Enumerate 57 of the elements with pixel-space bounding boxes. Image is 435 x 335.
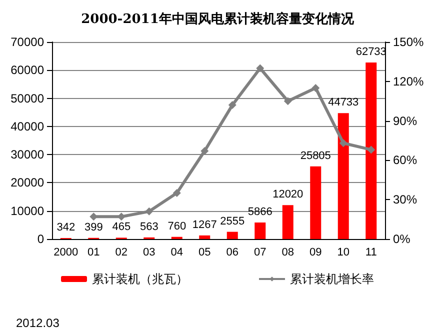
x-tick-label: 02 xyxy=(115,246,128,258)
x-tick-label: 05 xyxy=(198,246,211,258)
y2-tick-label: 30% xyxy=(393,192,418,207)
point xyxy=(312,84,320,92)
x-tick-label: 08 xyxy=(282,246,294,258)
y2-tick-label: 90% xyxy=(393,114,418,128)
y2-tick-label: 60% xyxy=(393,153,418,168)
data-label: 760 xyxy=(168,220,186,232)
data-label: 465 xyxy=(112,221,131,234)
y-tick-label: 70000 xyxy=(10,35,44,49)
x-tick-label: 10 xyxy=(337,246,350,258)
x-tick-label: 11 xyxy=(365,246,377,258)
bar xyxy=(199,235,210,239)
bar xyxy=(338,113,349,239)
y-tick-label: 50000 xyxy=(10,91,44,106)
legend-label: 累计装机增长率 xyxy=(290,272,374,286)
point xyxy=(228,101,236,110)
y2-tick-label: 0% xyxy=(393,232,411,246)
y-tick-label: 20000 xyxy=(10,176,44,190)
bar xyxy=(254,222,266,239)
data-label: 62733 xyxy=(356,46,386,58)
data-label: 399 xyxy=(84,221,103,234)
data-label: 2555 xyxy=(220,215,245,228)
data-label: 5866 xyxy=(248,206,272,218)
x-tick-label: 01 xyxy=(88,246,100,258)
x-tick-label: 03 xyxy=(143,246,156,258)
data-label: 342 xyxy=(56,222,76,234)
bar xyxy=(226,232,238,239)
chart-title: 2000-2011年中国风电累计装机容量变化情况 xyxy=(81,11,355,27)
x-tick-label: 2000 xyxy=(54,246,78,258)
x-tick-label: 04 xyxy=(170,246,183,258)
point xyxy=(256,64,264,72)
text: 2012.03 xyxy=(16,316,60,330)
data-label: 12020 xyxy=(272,188,304,201)
bar xyxy=(310,166,322,239)
x-tick-label: 09 xyxy=(310,246,322,258)
point xyxy=(367,146,376,154)
x-tick-label: 07 xyxy=(254,246,266,258)
y2-tick-label: 150% xyxy=(393,35,424,49)
y-tick-label: 10000 xyxy=(10,204,44,218)
bar xyxy=(282,205,294,239)
point xyxy=(172,189,181,198)
data-label: 25805 xyxy=(300,150,331,162)
point xyxy=(145,207,154,216)
bar xyxy=(366,62,377,239)
data-label: 563 xyxy=(140,220,158,233)
point xyxy=(284,97,292,106)
data-label: 1267 xyxy=(192,218,217,231)
y-tick-label: 0 xyxy=(37,232,44,246)
legend-label: 累计装机（兆瓦） xyxy=(92,272,188,286)
x-tick-label: 06 xyxy=(226,246,238,258)
y-tick-label: 40000 xyxy=(10,119,44,134)
point xyxy=(339,139,348,148)
y2-tick-label: 120% xyxy=(393,74,424,88)
y-tick-label: 60000 xyxy=(10,63,44,78)
data-label: 44733 xyxy=(328,96,359,109)
y-tick-label: 30000 xyxy=(10,148,44,162)
